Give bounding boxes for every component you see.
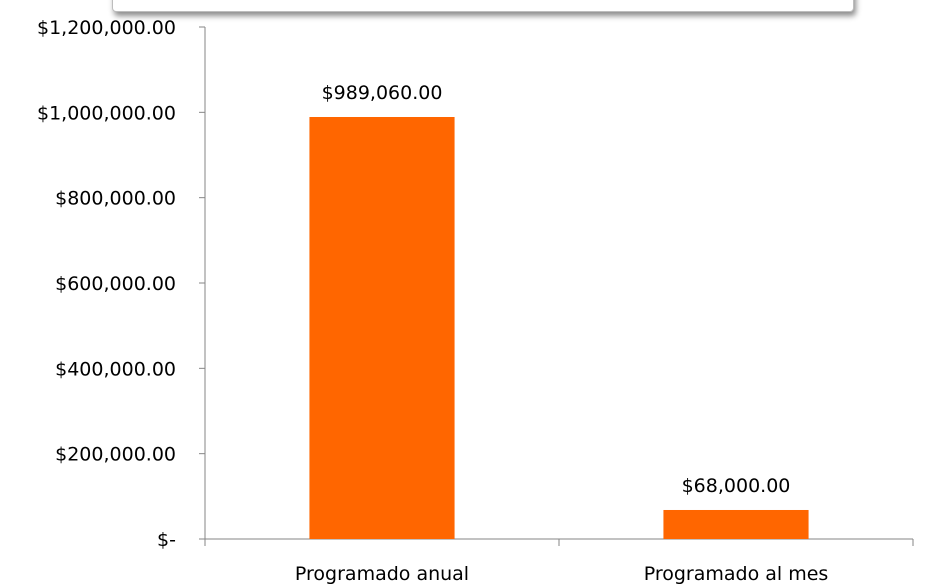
bars	[309, 117, 809, 539]
y-tick-label: $200,000.00	[55, 444, 176, 466]
x-axis: Programado anual Programado al mes	[204, 538, 914, 585]
y-tick-label: $800,000.00	[55, 188, 176, 210]
chart-title-banner	[112, 0, 854, 12]
y-tick-label: $-	[157, 529, 176, 551]
y-tick-label: $1,000,000.00	[37, 102, 176, 124]
x-category-label: Programado al mes	[644, 563, 829, 585]
y-tick-label: $1,200,000.00	[37, 17, 176, 39]
y-axis: $- $200,000.00 $400,000.00 $600,000.00 $800,…	[37, 17, 206, 551]
y-tick-label: $600,000.00	[55, 273, 176, 295]
bar-data-label: $68,000.00	[682, 475, 791, 497]
data-labels: $989,060.00 $68,000.00	[322, 82, 791, 497]
bar-data-label: $989,060.00	[322, 82, 443, 104]
y-tick-label: $400,000.00	[55, 358, 176, 380]
x-category-label: Programado anual	[295, 563, 469, 585]
bar	[309, 117, 455, 539]
bar	[663, 509, 809, 539]
